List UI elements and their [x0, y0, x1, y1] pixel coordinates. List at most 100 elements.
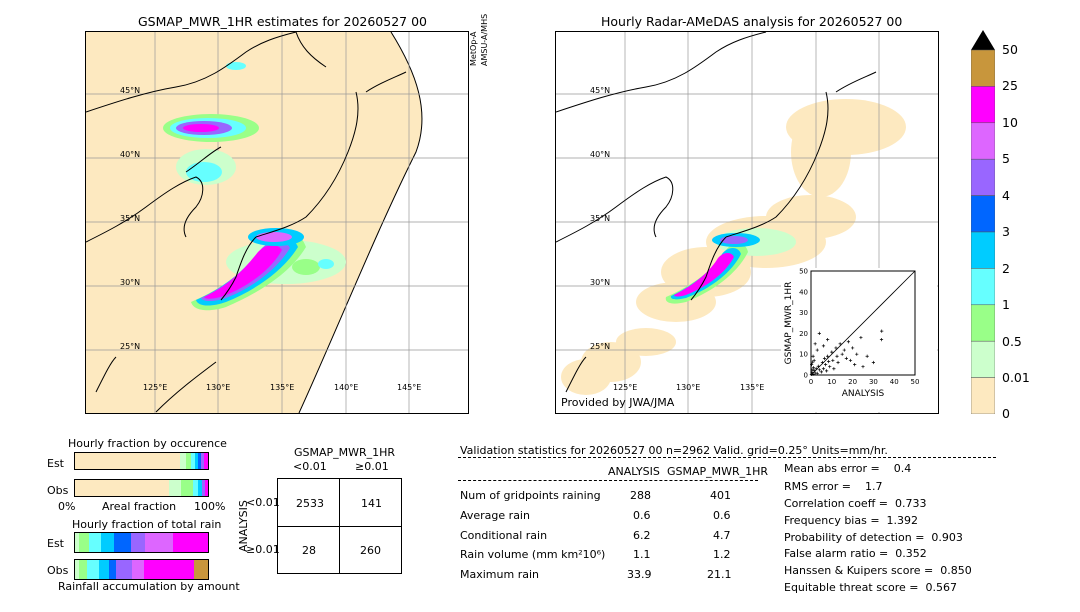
right-lon-label-125: 125°E: [613, 383, 638, 392]
total-rain-title: Hourly fraction of total rain: [72, 518, 222, 531]
left-lat-label-30: 30°N: [120, 278, 141, 287]
contingency-row-lt: <0.01: [246, 496, 280, 509]
total-rain-obs-label: Obs: [47, 564, 69, 577]
colorbar-segment: [970, 268, 996, 306]
scatter-point: [853, 363, 857, 367]
scatter-point: [835, 354, 839, 358]
scatter-ytick: 0: [804, 372, 808, 380]
contingency-col-ge: ≥0.01: [355, 460, 389, 473]
scatter-xtick: 20: [848, 378, 857, 386]
score-rmse: RMS error = 1.7: [784, 480, 883, 493]
colorbar-segment: [970, 304, 996, 342]
total-rain-xlabel: Rainfall accumulation by amount: [58, 580, 240, 593]
stat-label-volume: Rain volume (mm km²10⁶): [460, 548, 606, 561]
colorbar-label-5: 5: [1002, 151, 1010, 166]
scatter-point: [816, 364, 820, 368]
validation-header: Validation statistics for 20260527 00 n=…: [460, 444, 888, 457]
scatter-point: [817, 368, 821, 372]
contingency-col-lt: <0.01: [293, 460, 327, 473]
scatter-point: [846, 340, 851, 344]
scatter-xtick: 0: [809, 378, 813, 386]
scatter-point: [815, 371, 819, 375]
contingency-row-ge: ≥0.01: [246, 543, 280, 556]
left-map-panel: 45°N 40°N 35°N 30°N 25°N 125°E 130°E 135…: [85, 31, 469, 414]
stat-gsmap-maximum: 21.1: [707, 568, 732, 581]
left-lat-label-40: 40°N: [120, 150, 141, 159]
scatter-ytick: 10: [799, 351, 808, 359]
left-map-title: GSMAP_MWR_1HR estimates for 20260527 00: [138, 14, 427, 29]
scatter-point: [811, 366, 816, 370]
scatter-point: [821, 344, 826, 348]
colorbar-segment: [970, 122, 996, 160]
colorbar-segment: [970, 158, 996, 196]
occurrence-est-bar: [74, 452, 209, 470]
provider-label: Provided by JWA/JMA: [561, 396, 675, 409]
scatter-point: [861, 365, 865, 369]
left-lon-label-135: 135°E: [270, 383, 295, 392]
score-hk: Hanssen & Kuipers score = 0.850: [784, 564, 972, 577]
scatter-xtick: 50: [911, 378, 920, 386]
stat-label-average: Average rain: [460, 509, 530, 522]
stat-analysis-maximum: 33.9: [627, 568, 652, 581]
score-pod: Probability of detection = 0.903: [784, 531, 963, 544]
colorbar-label-50: 50: [1002, 42, 1018, 57]
occurrence-est-label: Est: [47, 457, 64, 470]
scatter-point: [859, 335, 863, 340]
scatter-point: [834, 346, 838, 350]
colorbar-segment: [970, 231, 996, 269]
right-lat-label-30: 30°N: [590, 278, 611, 287]
satellite-label-1: MetOp-A: [469, 31, 478, 66]
scatter-point: [819, 370, 823, 374]
scatter-point: [814, 367, 818, 371]
colorbar-label-1: 1: [1002, 297, 1010, 312]
right-lat-label-45: 45°N: [590, 86, 611, 95]
scatter-point: [871, 360, 875, 365]
occurrence-xlabel: Areal fraction: [102, 500, 177, 513]
colorbar-label-0.01: 0.01: [1002, 370, 1030, 385]
colorbar-svg: [970, 30, 996, 415]
scatter-point: [813, 371, 817, 375]
score-correlation: Correlation coeff = 0.733: [784, 497, 927, 510]
scatter-point: [811, 360, 815, 364]
scatter-point: [830, 350, 834, 354]
colorbar-label-0: 0: [1002, 406, 1010, 421]
occurrence-tick-100: 100%: [194, 500, 226, 513]
scatter-point: [821, 367, 826, 371]
scatter-point: [812, 358, 816, 363]
scatter-point: [879, 338, 884, 342]
left-lat-label-25: 25°N: [120, 342, 141, 351]
stat-label-gridpoints: Num of gridpoints raining: [460, 489, 601, 502]
scatter-xtick: 10: [827, 378, 836, 386]
contingency-title: GSMAP_MWR_1HR: [294, 446, 396, 459]
scatter-point: [836, 360, 840, 365]
scatter-ytick: 40: [799, 288, 808, 296]
stat-gsmap-volume: 1.2: [713, 548, 731, 561]
stat-analysis-gridpoints: 288: [630, 489, 651, 502]
scatter-point: [855, 352, 859, 356]
occurrence-obs-label: Obs: [47, 484, 69, 497]
right-lon-label-130: 130°E: [676, 383, 701, 392]
scatter-point: [826, 338, 830, 342]
scatter-point: [880, 329, 884, 333]
scatter-point: [844, 356, 848, 360]
score-mae: Mean abs error = 0.4: [784, 462, 912, 475]
scatter-point: [813, 342, 817, 346]
occurrence-tick-0: 0%: [58, 500, 76, 513]
left-lon-label-125: 125°E: [143, 383, 168, 392]
left-map-canvas: [86, 32, 468, 413]
stat-label-maximum: Maximum rain: [460, 568, 539, 581]
scatter-diagonal: [810, 270, 916, 376]
scatter-ylabel: GSMAP_MWR_1HR: [784, 282, 794, 365]
left-lon-label-130: 130°E: [206, 383, 231, 392]
scatter-point: [820, 360, 825, 365]
scatter-point: [822, 356, 827, 360]
colorbar-label-2: 2: [1002, 261, 1010, 276]
total-rain-est-label: Est: [47, 537, 64, 550]
left-lat-label-35: 35°N: [120, 214, 141, 223]
cell-hit: 260: [360, 544, 381, 557]
scatter-point: [811, 372, 815, 376]
scatter-point: [838, 342, 842, 346]
total-rain-est-bar: [74, 532, 209, 553]
stat-gsmap-conditional: 4.7: [713, 529, 731, 542]
cell-miss: 28: [302, 544, 316, 557]
